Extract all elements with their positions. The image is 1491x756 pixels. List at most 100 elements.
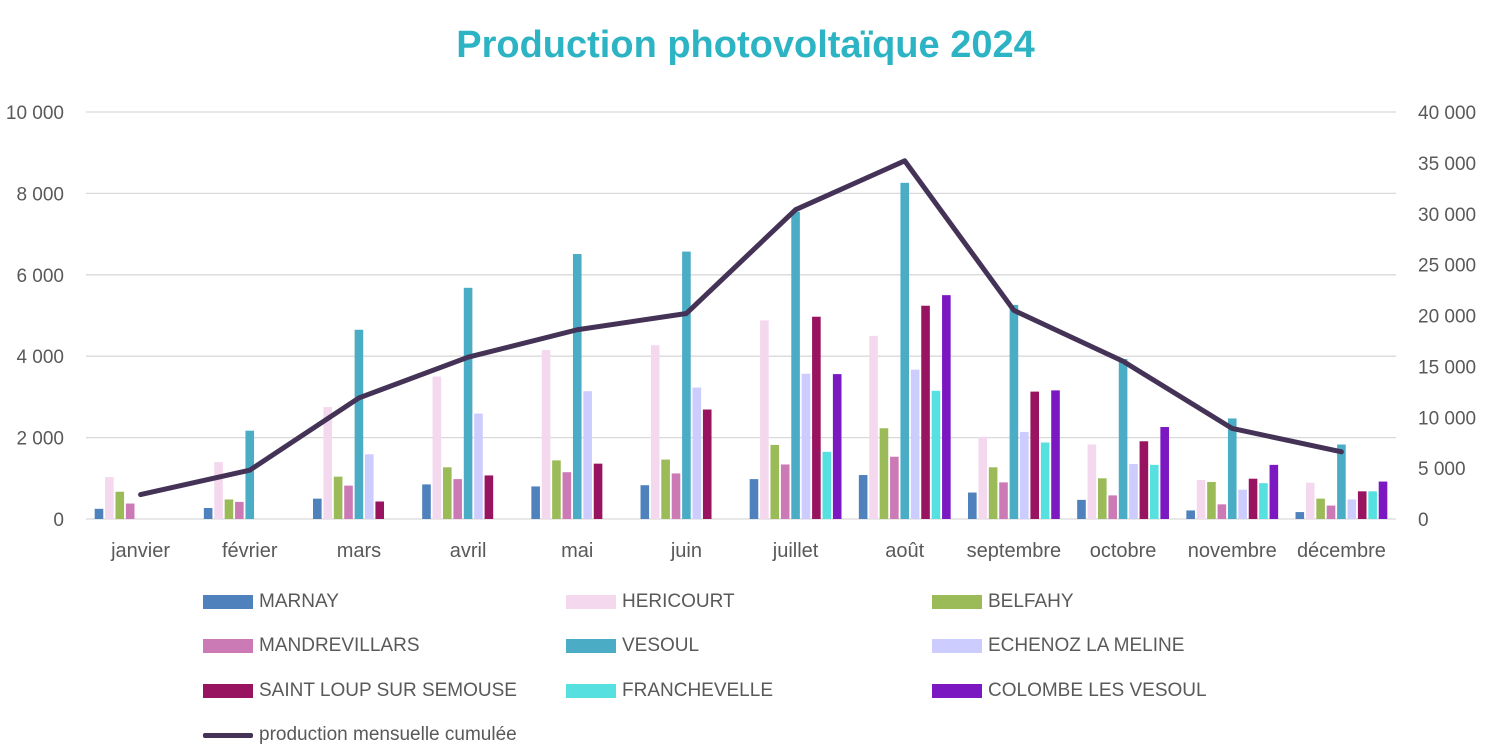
right-axis-ticks: 0 5 000 10 000 15 000 20 000 25 000 30 000 35 0… — [1418, 103, 1476, 531]
left-tick-label: 10 000 — [6, 103, 64, 124]
bar-echenoz-la-meline — [692, 387, 702, 519]
category-label: avril — [450, 540, 487, 562]
bar-belfahy — [770, 444, 780, 519]
bar-colombe-les-vesoul — [1051, 390, 1060, 519]
bar-colombe-les-vesoul — [1378, 481, 1388, 519]
category-label: octobre — [1090, 540, 1157, 562]
bar-vesoul — [245, 430, 255, 519]
bar-marnay — [640, 485, 650, 519]
bar-marnay — [1295, 512, 1305, 519]
chart-title: Production photovoltaïque 2024 — [456, 24, 1035, 66]
bar-mandrevillars — [562, 472, 572, 519]
bar-belfahy — [442, 467, 452, 519]
bars — [94, 182, 1388, 519]
right-tick-label: 35 000 — [1418, 154, 1476, 175]
right-tick-label: 20 000 — [1418, 307, 1476, 328]
bar-hericourt — [541, 350, 551, 519]
gridlines — [86, 111, 1396, 520]
right-tick-label: 10 000 — [1418, 408, 1476, 429]
bar-belfahy — [552, 460, 561, 519]
right-tick-label: 40 000 — [1418, 103, 1476, 124]
bar-echenoz-la-meline — [583, 391, 592, 519]
cumulative-line — [138, 158, 1344, 498]
category-label: juin — [670, 540, 702, 562]
bar-belfahy — [1207, 481, 1216, 519]
bar-marnay — [968, 492, 977, 519]
left-tick-label: 0 — [53, 510, 64, 531]
left-tick-label: 4 000 — [16, 347, 64, 368]
bar-echenoz-la-meline — [910, 369, 920, 519]
bar-mandrevillars — [344, 485, 353, 519]
category-label: mars — [337, 540, 381, 562]
bar-vesoul — [1009, 304, 1019, 519]
bar-franchevelle — [1259, 483, 1268, 519]
right-tick-label: 25 000 — [1418, 256, 1476, 277]
bar-mandrevillars — [890, 456, 899, 519]
bar-belfahy — [1316, 498, 1325, 519]
bar-marnay — [422, 484, 431, 519]
bar-franchevelle — [1040, 442, 1050, 519]
bar-vesoul — [1227, 418, 1237, 519]
bar-belfahy — [661, 459, 670, 519]
bar-hericourt — [650, 345, 660, 519]
bar-echenoz-la-meline — [801, 373, 811, 519]
bar-saint-loup-sur-semouse — [484, 475, 494, 519]
bar-echenoz-la-meline — [1347, 499, 1357, 519]
bar-echenoz-la-meline — [1238, 489, 1247, 519]
bar-mandrevillars — [999, 482, 1008, 519]
right-tick-label: 30 000 — [1418, 205, 1476, 226]
bar-mandrevillars — [1326, 505, 1336, 519]
category-label: juillet — [772, 540, 819, 562]
bar-vesoul — [1337, 444, 1346, 519]
bar-echenoz-la-meline — [474, 413, 483, 519]
bar-mandrevillars — [453, 479, 462, 519]
bar-marnay — [313, 498, 322, 519]
bar-vesoul — [354, 329, 364, 519]
bar-marnay — [858, 475, 868, 519]
bar-franchevelle — [1149, 464, 1159, 519]
bar-mandrevillars — [1108, 495, 1117, 519]
bar-saint-loup-sur-semouse — [1357, 491, 1367, 519]
bar-marnay — [203, 508, 213, 519]
category-label: décembre — [1297, 540, 1386, 562]
bar-hericourt — [1087, 444, 1097, 519]
bar-hericourt — [869, 335, 878, 519]
bar-belfahy — [115, 491, 125, 519]
bar-hericourt — [1196, 479, 1206, 519]
bar-hericourt — [214, 462, 223, 519]
bar-mandrevillars — [671, 473, 681, 519]
category-label: mai — [561, 540, 593, 562]
bar-franchevelle — [822, 451, 832, 519]
bar-colombe-les-vesoul — [942, 295, 951, 519]
right-tick-label: 15 000 — [1418, 357, 1476, 378]
bar-marnay — [1077, 499, 1086, 519]
bar-echenoz-la-meline — [1129, 464, 1138, 519]
bar-vesoul — [682, 251, 691, 519]
left-axis-ticks: 0 2 000 4 000 6 000 8 000 10 000 — [6, 103, 64, 531]
bar-mandrevillars — [1217, 504, 1227, 519]
bar-vesoul — [463, 287, 473, 519]
bar-belfahy — [224, 499, 234, 519]
bar-belfahy — [1097, 478, 1107, 519]
bar-saint-loup-sur-semouse — [921, 305, 930, 519]
bar-franchevelle — [1368, 491, 1377, 519]
bar-belfahy — [988, 467, 998, 519]
bar-saint-loup-sur-semouse — [375, 501, 385, 519]
bar-saint-loup-sur-semouse — [1030, 391, 1040, 519]
bar-mandrevillars — [235, 501, 244, 519]
right-tick-label: 5 000 — [1418, 459, 1466, 480]
bar-marnay — [1186, 510, 1195, 519]
bar-vesoul — [791, 211, 800, 519]
left-tick-label: 8 000 — [16, 184, 64, 205]
category-label: février — [222, 540, 278, 562]
bar-colombe-les-vesoul — [1160, 427, 1169, 519]
bar-echenoz-la-meline — [365, 454, 374, 519]
bar-marnay — [531, 486, 540, 519]
bar-franchevelle — [931, 390, 941, 519]
category-label: août — [885, 540, 924, 562]
bar-belfahy — [333, 476, 343, 519]
bar-colombe-les-vesoul — [1269, 464, 1279, 519]
bar-hericourt — [105, 477, 114, 519]
bar-vesoul — [572, 254, 582, 519]
